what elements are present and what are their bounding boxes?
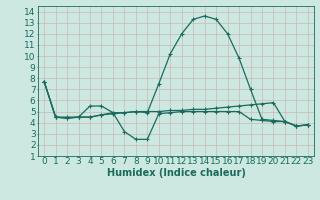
X-axis label: Humidex (Indice chaleur): Humidex (Indice chaleur) bbox=[107, 168, 245, 178]
